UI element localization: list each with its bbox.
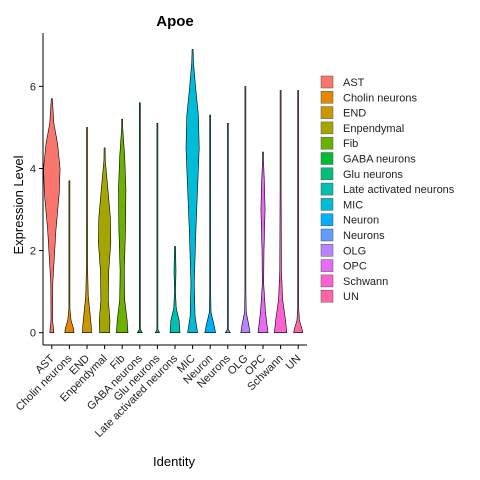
violin-olg	[240, 86, 251, 333]
violin-cholin-neurons	[64, 180, 75, 333]
legend-swatch-mic	[320, 198, 334, 211]
legend-swatch-schwann	[320, 274, 334, 288]
legend-label-enpendymal: Enpendymal	[343, 123, 404, 135]
legend-label-olg: OLG	[343, 245, 366, 257]
legend-swatch-enpendymal	[320, 121, 334, 135]
legend-label-neuron: Neuron	[343, 215, 379, 227]
violin-fib	[116, 118, 129, 333]
legend-label-opc: OPC	[343, 261, 367, 273]
plot-area	[43, 49, 304, 333]
y-tick-label: 4	[30, 163, 36, 175]
legend-swatch-glu-neurons	[320, 167, 334, 181]
legend-label-end: END	[343, 108, 366, 120]
violin-neurons	[224, 123, 231, 333]
legend-swatch-un	[320, 289, 334, 303]
legend-label-cholin-neurons: Cholin neurons	[343, 92, 417, 104]
violin-glu-neurons	[154, 123, 160, 333]
legend-swatch-olg	[320, 244, 334, 257]
legend-label-gaba-neurons: GABA neurons	[343, 154, 416, 166]
violin-gaba-neurons	[136, 102, 143, 333]
legend-swatch-cholin-neurons	[320, 91, 334, 104]
y-axis: 0 2 4 6	[30, 33, 44, 345]
legend-label-neurons: Neurons	[343, 230, 385, 242]
x-axis-label: Identity	[153, 454, 195, 469]
legend-swatch-gaba-neurons	[320, 152, 334, 165]
legend-label-glu-neurons: Glu neurons	[343, 169, 403, 181]
y-axis-label: Expression Level	[11, 155, 26, 254]
violin-late-activated-neurons	[169, 246, 181, 333]
violin-schwann	[274, 90, 288, 333]
legend-label-ast: AST	[343, 77, 365, 89]
legend-label-late-activated-neurons: Late activated neurons	[343, 184, 455, 196]
legend-swatch-neuron	[320, 213, 334, 226]
violin-enpendymal	[98, 147, 112, 333]
violin-neuron	[204, 114, 216, 333]
legend-swatch-neurons	[320, 228, 334, 242]
y-tick-label: 0	[30, 328, 36, 340]
violin-end	[82, 127, 92, 333]
legend-swatch-late-activated-neurons	[320, 182, 334, 196]
legend-label-schwann: Schwann	[343, 276, 388, 288]
violin-un	[293, 90, 304, 333]
legend-label-un: UN	[343, 291, 359, 303]
legend-swatch-end	[320, 106, 334, 119]
legend-swatch-opc	[320, 259, 334, 272]
violin-mic	[185, 49, 200, 333]
chart-title: Apoe	[156, 13, 194, 30]
y-tick-label: 2	[30, 246, 36, 258]
violin-opc	[257, 151, 269, 333]
y-tick-label: 6	[30, 81, 36, 93]
legend-swatch-fib	[320, 136, 334, 150]
violin-ast	[43, 98, 61, 333]
legend: AST Cholin neurons END Enpendymal Fib GABA ne…	[320, 75, 455, 303]
x-tick-label-un: UN	[284, 353, 304, 373]
legend-label-mic: MIC	[343, 199, 363, 211]
legend-label-fib: Fib	[343, 138, 358, 150]
legend-swatch-ast	[320, 75, 334, 89]
